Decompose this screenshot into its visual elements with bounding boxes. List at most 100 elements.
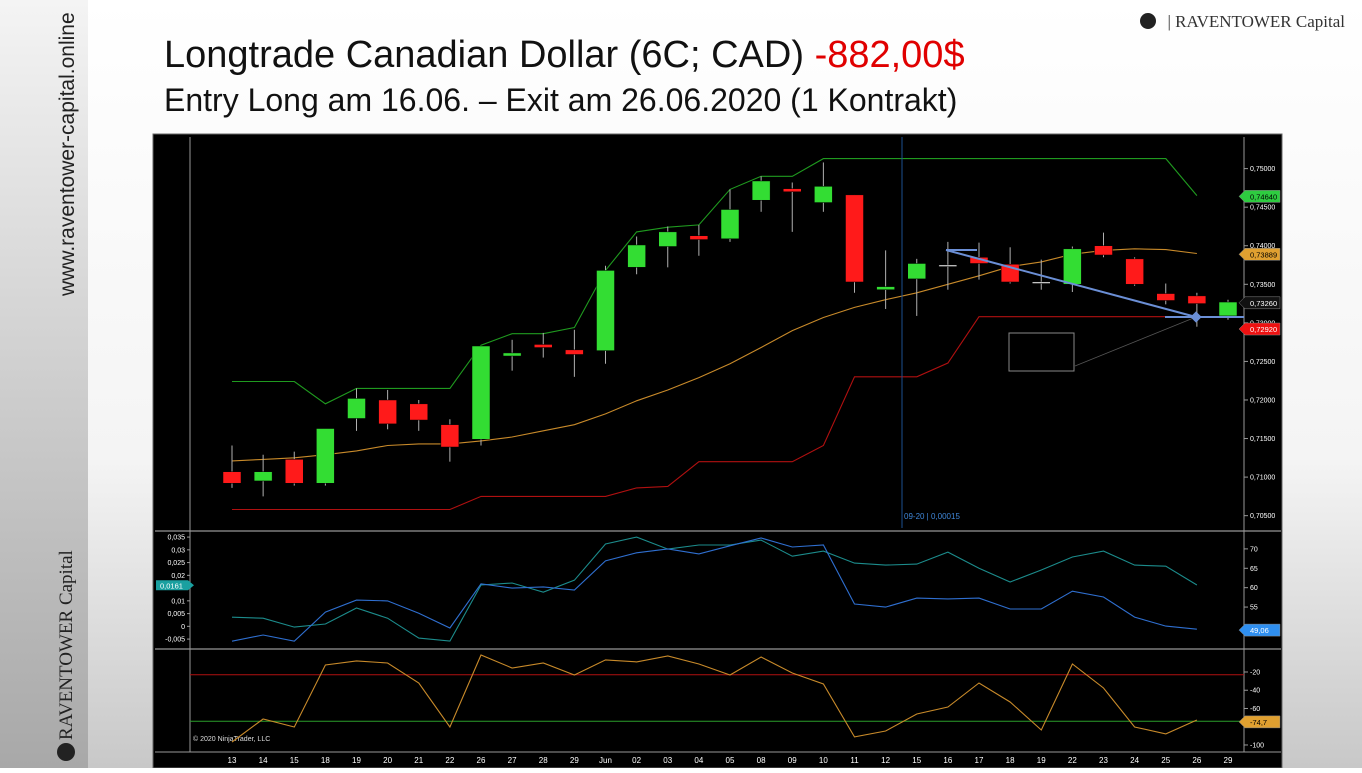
- x-tick-label: 04: [694, 756, 703, 765]
- trend-handle: [1190, 311, 1202, 323]
- x-tick-label: 10: [819, 756, 828, 765]
- overlay-line: [232, 316, 1197, 511]
- y-tick-label: 0,70500: [1250, 513, 1275, 520]
- value-marker: [1238, 190, 1281, 203]
- y-tick-label: -60: [1250, 706, 1260, 713]
- value-marker: [1238, 715, 1281, 729]
- y-tick-label: 0,035: [167, 535, 185, 542]
- candle-body: [347, 398, 366, 419]
- sidebar-brand: RAVENTOWER Capital: [56, 550, 77, 740]
- y-tick-label: 0,03: [171, 547, 185, 554]
- candle-body: [316, 428, 335, 484]
- candle-body: [596, 270, 615, 351]
- x-tick-label: 23: [1099, 756, 1108, 765]
- x-tick-label: 18: [1006, 756, 1015, 765]
- x-tick-label: Jun: [599, 756, 612, 765]
- value-marker-label: -74,7: [1250, 718, 1267, 727]
- candle-body: [720, 209, 740, 240]
- sidebar-logo: [57, 743, 75, 761]
- y-tick-label: 0,74500: [1250, 205, 1275, 212]
- y-tick-label: 60: [1250, 585, 1258, 592]
- x-tick-label: 22: [1068, 756, 1077, 765]
- value-marker-label: 0,72920: [1250, 325, 1277, 334]
- x-tick-label: 03: [663, 756, 672, 765]
- value-marker: [1238, 322, 1281, 336]
- y-tick-label: 0: [181, 624, 185, 631]
- y-tick-label: 0,025: [167, 560, 185, 567]
- candle-body: [1063, 248, 1082, 285]
- x-tick-label: 15: [290, 756, 299, 765]
- candle-body: [534, 344, 553, 348]
- y-tick-label: 0,71000: [1250, 475, 1275, 482]
- candle-body: [565, 349, 584, 355]
- y-tick-label: 0,73500: [1250, 282, 1275, 289]
- indicator-line: [231, 537, 1197, 642]
- x-tick-label: 28: [539, 756, 548, 765]
- y-tick-label: 0,72000: [1250, 397, 1275, 404]
- y-tick-label: -100: [1250, 742, 1264, 749]
- candle-body: [378, 399, 397, 425]
- value-marker-label: 0,73260: [1250, 299, 1277, 308]
- value-marker-label: 49,06: [1250, 626, 1269, 635]
- y-tick-label: 0,005: [167, 611, 185, 618]
- value-marker: [156, 580, 194, 591]
- y-tick-label: 55: [1250, 605, 1258, 612]
- candle-body: [1187, 295, 1207, 304]
- y-tick-label: 0,01: [171, 598, 185, 605]
- candle-body: [689, 235, 709, 240]
- candle-body: [1094, 245, 1113, 256]
- indicator-line: [231, 536, 1198, 642]
- result: -882,00$: [815, 34, 965, 76]
- value-marker: [1238, 248, 1281, 261]
- candle-body: [502, 352, 522, 357]
- indicator-line: [231, 654, 1198, 743]
- overlay-line: [231, 248, 1197, 462]
- x-tick-label: 20: [383, 756, 392, 765]
- chart-frame: [152, 133, 1283, 769]
- value-marker-label: 0,73889: [1250, 250, 1277, 259]
- x-tick-label: 13: [228, 756, 237, 765]
- info-box: [1008, 332, 1075, 372]
- x-tick-label: 29: [570, 756, 579, 765]
- value-marker: [1238, 623, 1281, 637]
- y-tick-label: 0,02: [171, 573, 185, 580]
- x-tick-label: 19: [352, 756, 361, 765]
- brand-logo: [1140, 13, 1156, 29]
- candle-body: [783, 188, 802, 193]
- candle-body: [222, 471, 242, 484]
- subtitle: Entry Long am 16.06. – Exit am 26.06.202…: [164, 82, 957, 118]
- candle-body: [907, 263, 926, 280]
- x-tick-label: 17: [975, 756, 984, 765]
- x-tick-label: 08: [757, 756, 766, 765]
- x-tick-label: 15: [912, 756, 921, 765]
- candle-body: [876, 286, 895, 290]
- y-tick-label: -0,005: [165, 637, 185, 644]
- y-tick-label: 0,75000: [1250, 166, 1275, 173]
- candle-body: [938, 264, 958, 267]
- x-tick-label: 05: [726, 756, 735, 765]
- x-tick-label: 16: [943, 756, 952, 765]
- x-tick-label: 22: [445, 756, 454, 765]
- value-marker-label: 0,74640: [1250, 192, 1277, 201]
- value-marker-label: 0,0161: [160, 581, 183, 590]
- x-tick-label: 02: [632, 756, 641, 765]
- y-tick-label: 0,74000: [1250, 243, 1275, 250]
- candle-body: [1156, 293, 1175, 301]
- candle-body: [253, 471, 273, 482]
- y-tick-label: 0,72500: [1250, 359, 1275, 366]
- title: Longtrade Canadian Dollar (6C; CAD) -882…: [164, 34, 965, 76]
- candle-body: [409, 403, 428, 421]
- copyright: © 2020 NinjaTrader, LLC: [193, 735, 270, 743]
- candle-body: [751, 180, 771, 201]
- candle-body: [471, 345, 491, 440]
- candle-body: [1218, 301, 1238, 317]
- x-tick-label: 29: [1224, 756, 1233, 765]
- plot: 0,750000,745000,740000,735000,730000,725…: [155, 137, 1281, 765]
- x-tick-label: 14: [259, 756, 268, 765]
- y-tick-label: 70: [1250, 546, 1258, 553]
- candle-body: [285, 459, 304, 484]
- x-tick-label: 11: [850, 756, 859, 765]
- candle-body: [1032, 281, 1051, 284]
- title-text: Longtrade Canadian Dollar (6C; CAD): [164, 34, 804, 76]
